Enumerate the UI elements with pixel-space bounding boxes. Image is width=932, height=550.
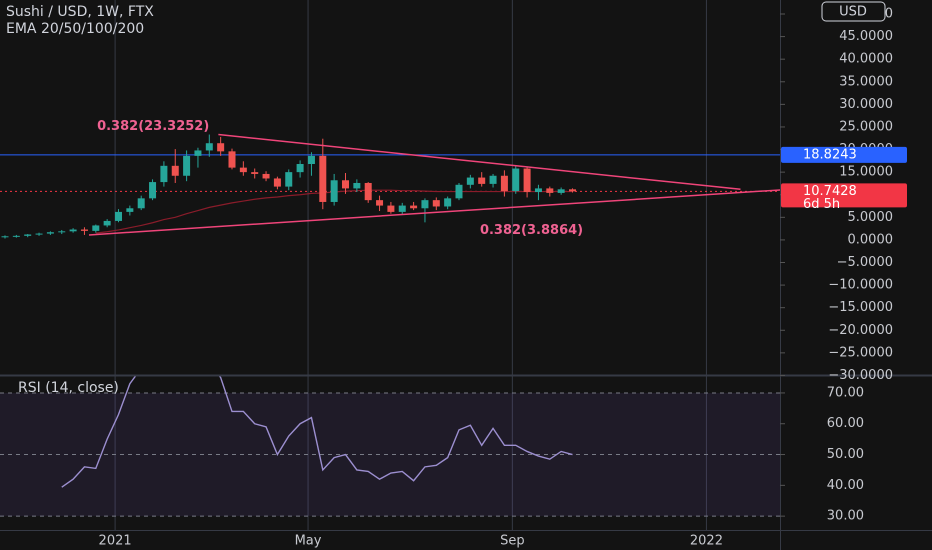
candle-body <box>46 232 54 234</box>
x-tick-label: Sep <box>500 534 525 549</box>
y-tick-label: 25.0000 <box>839 119 893 134</box>
candle-body <box>455 184 463 199</box>
candle-body <box>478 177 486 184</box>
candle-body <box>115 211 122 221</box>
candle-body <box>421 200 429 209</box>
price-label-box <box>781 146 907 163</box>
candle-body <box>376 200 384 206</box>
y-tick-label: 5.0000 <box>848 210 894 225</box>
candle-body <box>557 189 565 193</box>
y-tick-label: 40.0000 <box>839 52 893 67</box>
rsi-line <box>61 376 573 488</box>
candle-body <box>546 188 554 193</box>
fib-annotation: 0.382(3.8864) <box>480 223 583 238</box>
trend-line <box>218 133 741 191</box>
candle-body <box>432 200 440 207</box>
candle-body <box>58 231 66 233</box>
price-label-box <box>781 183 907 208</box>
candle-body <box>534 188 542 193</box>
y-tick-label: −30.0000 <box>828 368 893 383</box>
candle-body <box>353 182 361 189</box>
grid <box>114 0 707 530</box>
candle-body <box>183 155 191 176</box>
y-tick-label: 15.0000 <box>839 165 893 180</box>
countdown-label: 6d 5h <box>803 197 840 212</box>
candle-body <box>160 165 168 183</box>
price-label: 10.7428 <box>803 184 857 199</box>
chart-title: Sushi / USD, 1W, FTX <box>6 4 154 20</box>
y-tick-label: 70.00 <box>827 385 864 400</box>
candle-body <box>126 208 134 212</box>
candle-body <box>217 143 225 152</box>
rsi-band <box>0 392 780 517</box>
y-tick-label: −25.0000 <box>828 345 893 360</box>
candle-body <box>1 236 9 238</box>
candle-body <box>500 175 508 192</box>
candle-body <box>512 168 520 192</box>
candle-body <box>12 235 20 237</box>
y-tick-label: −15.0000 <box>828 300 893 315</box>
candle-body <box>239 167 247 173</box>
y-tick-label: 50.00 <box>827 447 864 462</box>
y-tick-label: 45.0000 <box>839 29 893 44</box>
indicator-label: EMA 20/50/100/200 <box>6 21 144 37</box>
candle-body <box>330 180 338 202</box>
candle-body <box>319 155 327 202</box>
candle-body <box>410 205 418 209</box>
candle-body <box>137 198 145 209</box>
candle-body <box>489 175 497 184</box>
currency-button[interactable] <box>821 1 886 22</box>
trend-line <box>88 189 780 236</box>
x-tick-label: 2021 <box>99 534 132 549</box>
rsi-title: RSI (14, close) <box>18 380 119 396</box>
candle-body <box>103 220 111 226</box>
y-tick-label: −20.0000 <box>828 323 893 338</box>
y-tick-label: 30.00 <box>827 509 864 524</box>
candle-body <box>194 150 202 156</box>
candle-body <box>24 234 32 236</box>
candle-body <box>262 173 270 179</box>
candle-body <box>35 233 43 235</box>
y-tick-label: −10.0000 <box>828 278 893 293</box>
candle-body <box>444 198 452 207</box>
x-tick-label: 2022 <box>690 534 723 549</box>
candle-body <box>466 177 474 185</box>
y-tick-label: 30.0000 <box>839 97 893 112</box>
candle-body <box>307 155 315 165</box>
y-tick-label: 60.00 <box>827 416 864 431</box>
candle-body <box>171 165 179 176</box>
candle-body <box>387 205 395 212</box>
candle-body <box>364 182 372 201</box>
candle-body <box>273 178 281 187</box>
candle-body <box>251 172 259 174</box>
y-tick-label: −5.0000 <box>837 255 893 270</box>
rsi-pane <box>0 376 780 517</box>
candle-body <box>149 182 157 199</box>
candle-body <box>285 172 293 187</box>
candle-body <box>342 180 349 189</box>
candle-body <box>523 168 531 193</box>
candle-body <box>398 205 406 212</box>
y-tick-label: 40.00 <box>827 478 864 493</box>
candle-body <box>92 225 100 231</box>
candle-body <box>205 143 213 151</box>
candle-body <box>296 164 304 173</box>
candle-body <box>228 151 236 168</box>
y-tick-label: 0.0000 <box>848 232 894 247</box>
y-tick-label: 35.0000 <box>839 74 893 89</box>
price-pane: 0.382(23.3252) 0.382(3.8864) <box>0 119 780 239</box>
candle-body <box>569 189 576 192</box>
currency-label[interactable]: USD <box>839 5 867 20</box>
fib-annotation: 0.382(23.3252) <box>97 119 209 134</box>
candle-body <box>80 229 88 231</box>
candle-body <box>69 229 77 232</box>
x-tick-label: May <box>295 534 322 549</box>
price-label: 18.8243 <box>803 147 857 162</box>
